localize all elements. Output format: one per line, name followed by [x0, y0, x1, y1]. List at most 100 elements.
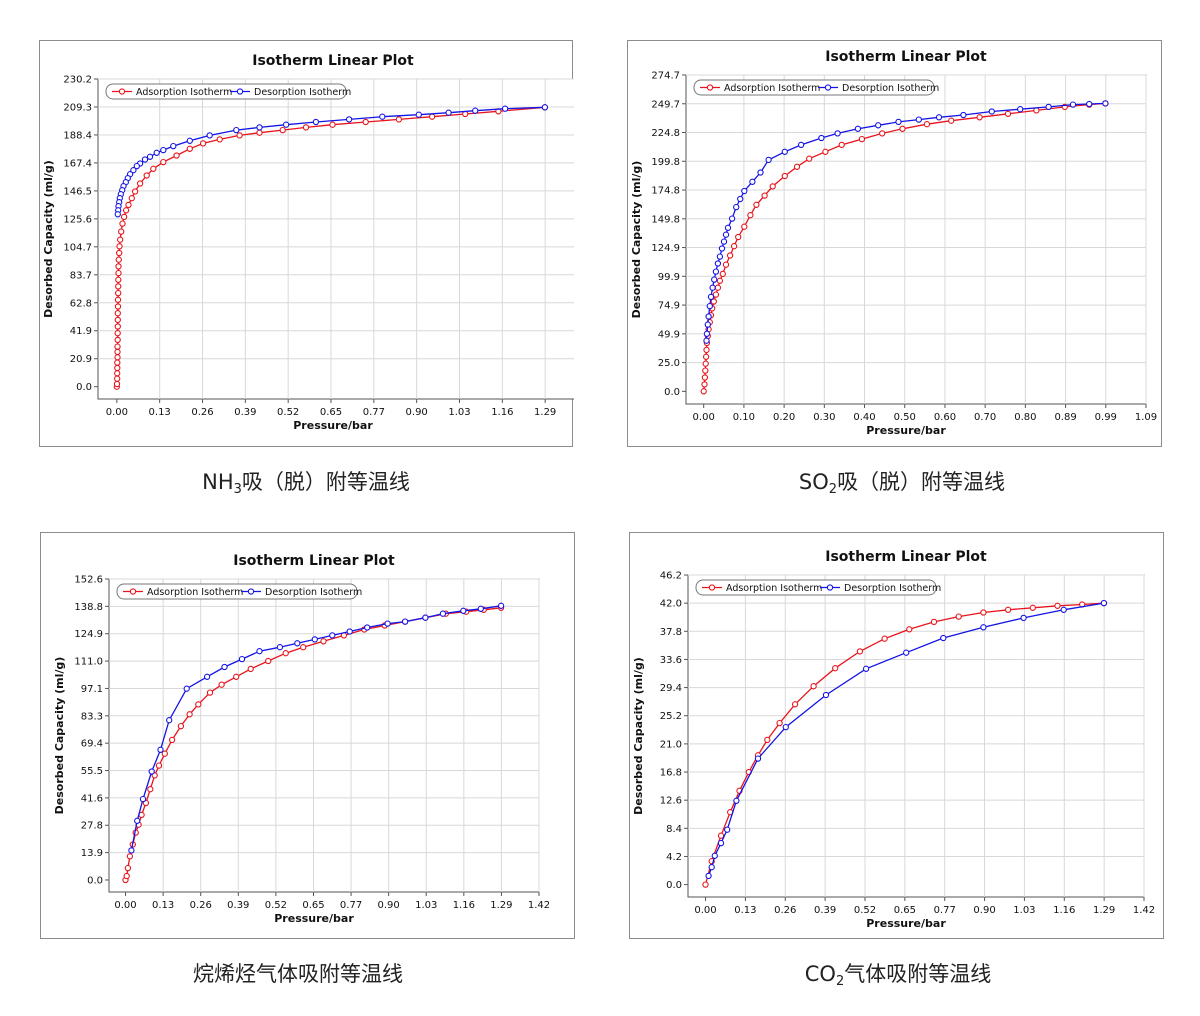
legend-swatch-marker: [236, 88, 244, 95]
y-tick-label: 33.6: [660, 655, 682, 666]
x-tick-label: 0.52: [854, 905, 876, 916]
chart-panel-1: Isotherm Linear Plot 0.0 20.9 41.9 62.8 83.7 1…: [39, 40, 574, 447]
legend-box: [695, 579, 937, 596]
chart-title: Isotherm Linear Plot: [825, 49, 987, 65]
data-point: [282, 650, 289, 657]
data-point: [115, 269, 122, 277]
y-tick-label: 99.9: [658, 272, 680, 283]
caption-1-rest: 吸（脱）附等温线: [241, 470, 410, 494]
data-point: [747, 212, 754, 219]
y-tick-label: 12.6: [660, 796, 682, 807]
data-point: [364, 624, 371, 631]
legend-box: [693, 79, 935, 96]
data-point: [753, 201, 760, 208]
x-tick-label: 0.90: [378, 900, 400, 911]
x-tick-label: 0.13: [149, 407, 171, 418]
data-point: [838, 141, 845, 149]
chart-panel-2: Isotherm Linear Plot 0.0 25.0 49.9 74.9 99.9 1…: [627, 40, 1162, 447]
data-point: [1045, 103, 1052, 111]
y-tick-label: 125.6: [63, 214, 92, 225]
data-point: [384, 620, 391, 627]
x-tick-label: 0.70: [974, 412, 996, 423]
y-tick-label: 25.0: [658, 358, 680, 369]
data-point: [143, 172, 150, 179]
data-point: [415, 111, 422, 118]
data-point: [124, 864, 132, 872]
data-point: [735, 233, 742, 241]
series-line: [124, 607, 502, 881]
caption-2: SO2吸（脱）附等温线: [622, 466, 1182, 497]
data-point: [701, 374, 709, 381]
x-tick-label: 1.16: [491, 407, 513, 418]
data-point: [714, 260, 722, 267]
data-point: [477, 605, 484, 612]
data-point: [793, 163, 801, 170]
caption-2-main: SO: [798, 470, 829, 494]
y-tick-label: 188.4: [63, 130, 92, 141]
data-point: [146, 153, 154, 160]
data-point: [183, 685, 190, 692]
x-tick-label: 0.80: [1014, 412, 1036, 423]
data-point: [136, 180, 144, 187]
data-point: [834, 130, 841, 137]
data-point: [810, 683, 817, 690]
data-point: [265, 657, 272, 665]
x-tick-label: 0.52: [265, 900, 287, 911]
y-tick-label: 249.7: [651, 99, 680, 110]
data-point: [782, 723, 789, 731]
data-point: [114, 359, 121, 366]
y-tick-label: 37.8: [660, 627, 682, 638]
data-point: [114, 348, 121, 356]
x-tick-label: 0.65: [320, 407, 342, 418]
data-point: [155, 762, 163, 769]
data-point: [822, 691, 830, 699]
data-point: [114, 310, 121, 317]
x-tick-label: 1.03: [1013, 905, 1035, 916]
data-point: [701, 381, 708, 388]
data-point: [854, 125, 862, 132]
data-point: [541, 104, 549, 111]
data-point: [709, 284, 716, 291]
series-adsorption: [700, 100, 1109, 395]
legend-swatch-marker: [708, 584, 716, 591]
data-point: [114, 323, 121, 330]
data-point: [148, 768, 155, 775]
data-point: [247, 665, 254, 673]
data-point: [1004, 606, 1012, 613]
caption-3-main: 烷烯烃气体吸附等温线: [193, 962, 403, 986]
data-point: [115, 283, 122, 290]
data-point: [923, 121, 931, 128]
data-point: [439, 610, 447, 617]
y-tick-label: 46.2: [660, 571, 682, 582]
data-point: [781, 148, 788, 155]
data-point: [186, 711, 193, 718]
data-point: [702, 881, 709, 888]
x-tick-label: 0.77: [363, 407, 385, 418]
y-tick-label: 138.8: [74, 602, 103, 613]
data-point: [294, 640, 301, 647]
x-tick-label: 0.10: [733, 412, 755, 423]
data-point: [128, 195, 135, 202]
data-point: [879, 130, 886, 137]
data-point: [710, 298, 717, 305]
data-point: [703, 346, 710, 354]
data-point: [722, 261, 730, 268]
data-point: [703, 330, 711, 337]
legend-box: [105, 83, 347, 100]
y-tick-label: 20.9: [70, 354, 92, 365]
data-point: [114, 211, 121, 218]
data-point: [764, 736, 771, 744]
data-point: [114, 354, 121, 361]
data-point: [700, 388, 707, 395]
data-point: [706, 302, 713, 310]
data-point: [717, 832, 725, 839]
x-tick-label: 0.65: [302, 900, 324, 911]
chart-title: Isotherm Linear Plot: [825, 549, 987, 565]
y-axis-label: Desorbed Capacity (ml/g): [53, 657, 66, 815]
data-point: [704, 321, 711, 328]
data-point: [130, 167, 137, 174]
data-point: [1100, 599, 1108, 607]
caption-4-rest: 气体吸附等温线: [844, 962, 992, 986]
x-tick-label: 0.26: [774, 905, 796, 916]
y-axis-label: Desorbed Capacity (ml/g): [632, 657, 645, 815]
